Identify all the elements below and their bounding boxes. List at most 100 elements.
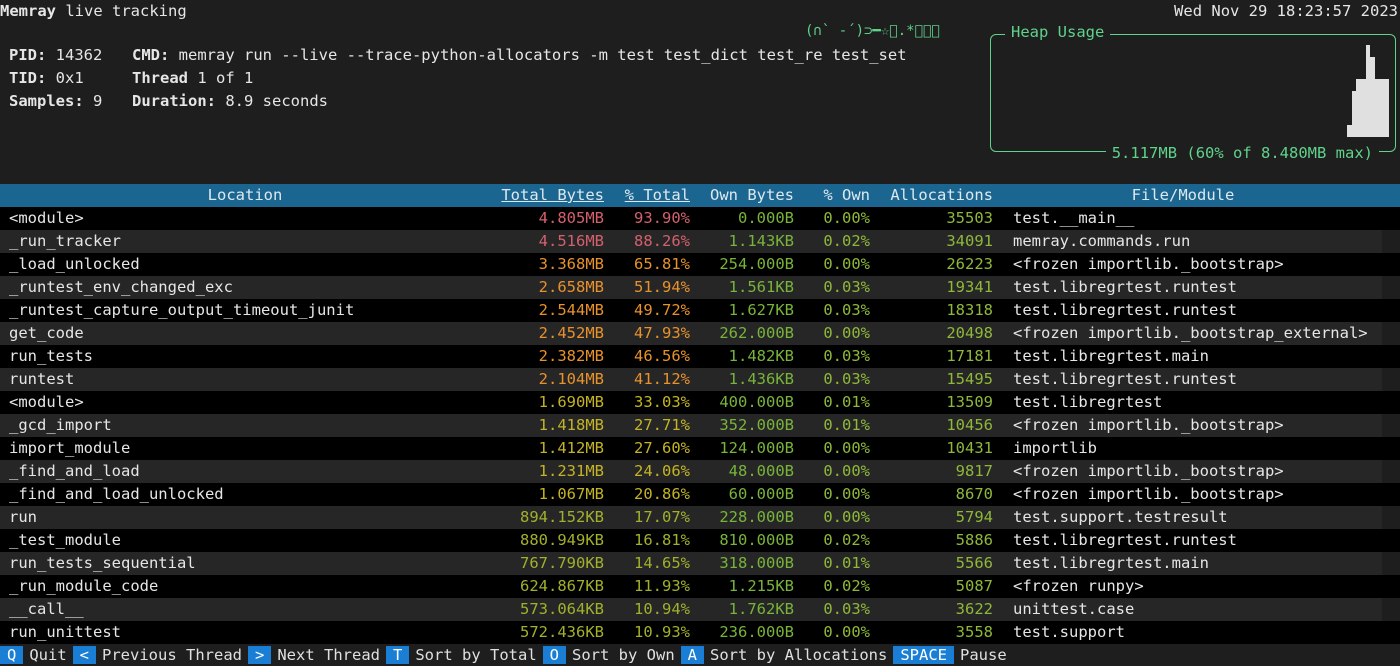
- table-row[interactable]: run_tests_sequential 767.790KB 14.65% 318.0…: [0, 552, 1382, 575]
- cell-location: run_tests: [9, 347, 93, 365]
- table-row[interactable]: run_unittest 572.436KB 10.93% 236.000B 0.00%…: [0, 621, 1400, 644]
- key-badge[interactable]: Q: [0, 646, 24, 664]
- keybinding-sort-by-own[interactable]: O Sort by Own: [542, 644, 681, 666]
- key-badge[interactable]: T: [386, 646, 410, 664]
- table-header: Location Total Bytes % Total Own Bytes %…: [0, 184, 1400, 207]
- table-row[interactable]: _run_tracker 4.516MB 88.26% 1.143KB 0.02% 340…: [0, 230, 1382, 253]
- cell-own-bytes: 236.000B: [719, 623, 794, 641]
- samples-value: 9: [83, 92, 103, 110]
- thread-label: Thread: [132, 69, 188, 87]
- cell-location: import_module: [9, 439, 131, 457]
- cell-own-bytes: 254.000B: [719, 255, 794, 273]
- keybinding-quit[interactable]: Q Quit: [0, 644, 73, 666]
- cell-percent-total: 14.65%: [634, 554, 690, 572]
- table-row[interactable]: get_code 2.452MB 47.93% 262.000B 0.00% 20498 <…: [0, 322, 1382, 345]
- app-title: Memray live tracking: [0, 2, 187, 20]
- cell-file-module: test.support: [1013, 623, 1125, 641]
- duration-value: 8.9 seconds: [216, 92, 328, 110]
- thread-line: Thread 1 of 1: [132, 69, 253, 87]
- heap-bar: [1360, 79, 1366, 137]
- cell-percent-own: 0.03%: [823, 278, 870, 296]
- col-file-module[interactable]: File/Module: [1131, 186, 1235, 204]
- keybinding-sort-by-allocations[interactable]: A Sort by Allocations: [680, 644, 894, 666]
- keybinding-previous-thread[interactable]: < Previous Thread: [72, 644, 248, 666]
- table-row[interactable]: <module> 1.690MB 33.03% 400.000B 0.01% 13509 t…: [0, 391, 1400, 414]
- cell-file-module: test.libregrtest.runtest: [1013, 531, 1237, 549]
- cell-allocations: 10456: [946, 416, 993, 434]
- cmd-label: CMD:: [132, 46, 170, 64]
- cell-percent-own: 0.02%: [823, 531, 870, 549]
- cell-own-bytes: 1.215KB: [728, 577, 794, 595]
- tid-line: TID: 0x1: [9, 69, 84, 87]
- cell-percent-own: 0.03%: [823, 347, 870, 365]
- key-badge[interactable]: A: [680, 646, 705, 664]
- table-row[interactable]: __call__ 573.064KB 10.94% 1.762KB 0.03% 3622 u…: [0, 598, 1382, 621]
- cell-file-module: unittest.case: [1013, 600, 1135, 618]
- cell-own-bytes: 1.762KB: [728, 600, 794, 618]
- cell-allocations: 35503: [946, 209, 993, 227]
- key-badge[interactable]: O: [542, 646, 567, 664]
- cell-percent-own: 0.00%: [823, 324, 870, 342]
- cell-percent-own: 0.01%: [823, 393, 870, 411]
- key-label: Pause: [960, 646, 1007, 664]
- keybinding-sort-by-total[interactable]: T Sort by Total: [386, 644, 543, 666]
- heap-usage-graph: [1346, 45, 1389, 137]
- col-allocations[interactable]: Allocations: [890, 186, 993, 204]
- cell-percent-own: 0.02%: [823, 232, 870, 250]
- table-row[interactable]: _run_module_code 624.867KB 11.93% 1.215KB 0.…: [0, 575, 1400, 598]
- col-location[interactable]: Location: [207, 186, 283, 204]
- key-badge[interactable]: <: [72, 646, 97, 664]
- table-row[interactable]: import_module 1.412MB 27.60% 124.000B 0.00% 1…: [0, 437, 1400, 460]
- cell-percent-own: 0.00%: [823, 462, 870, 480]
- table-row[interactable]: _gcd_import 1.418MB 27.71% 352.000B 0.01% 104…: [0, 414, 1382, 437]
- cell-percent-total: 27.71%: [634, 416, 690, 434]
- cell-allocations: 8670: [955, 485, 993, 503]
- cell-percent-own: 0.00%: [823, 508, 870, 526]
- cell-file-module: test.libregrtest: [1013, 393, 1163, 411]
- cell-location: run_unittest: [9, 623, 121, 641]
- cell-percent-own: 0.00%: [823, 623, 870, 641]
- cell-percent-total: 46.56%: [634, 347, 690, 365]
- cell-location: _run_tracker: [9, 232, 121, 250]
- cell-total-bytes: 1.418MB: [538, 416, 604, 434]
- table-row[interactable]: _find_and_load 1.231MB 24.06% 48.000B 0.00% 9…: [0, 460, 1382, 483]
- keybinding-next-thread[interactable]: > Next Thread: [248, 644, 386, 666]
- col-percent-own[interactable]: % Own: [823, 186, 870, 204]
- cell-percent-total: 47.93%: [634, 324, 690, 342]
- cell-percent-total: 10.93%: [634, 623, 690, 641]
- cell-total-bytes: 4.805MB: [538, 209, 604, 227]
- allocations-table: Location Total Bytes % Total Own Bytes %…: [0, 184, 1400, 644]
- cell-percent-total: 65.81%: [634, 255, 690, 273]
- table-row[interactable]: <module> 4.805MB 93.90% 0.000B 0.00% 35503 tes…: [0, 207, 1400, 230]
- keybinding-pause[interactable]: SPACE Pause: [893, 644, 1012, 666]
- col-total-bytes[interactable]: Total Bytes: [501, 186, 604, 204]
- cell-percent-own: 0.00%: [823, 439, 870, 457]
- thread-value: 1 of 1: [188, 69, 254, 87]
- table-row[interactable]: _test_module 880.949KB 16.81% 810.000B 0.02%…: [0, 529, 1400, 552]
- cell-file-module: <frozen importlib._bootstrap_external>: [1013, 324, 1368, 342]
- key-badge[interactable]: >: [248, 646, 272, 664]
- cell-own-bytes: 810.000B: [719, 531, 794, 549]
- table-row[interactable]: _runtest_capture_output_timeout_junit 2.5…: [0, 299, 1400, 322]
- cell-total-bytes: 2.544MB: [538, 301, 604, 319]
- key-label: Quit: [29, 646, 67, 664]
- cell-allocations: 17181: [946, 347, 993, 365]
- cell-percent-own: 0.02%: [823, 577, 870, 595]
- table-row[interactable]: _runtest_env_changed_exc 2.658MB 51.94% 1.5…: [0, 276, 1382, 299]
- cell-own-bytes: 60.000B: [728, 485, 794, 503]
- heap-bar: [1379, 79, 1385, 137]
- col-percent-total[interactable]: % Total: [624, 186, 690, 204]
- table-row[interactable]: run_tests 2.382MB 46.56% 1.482KB 0.03% 17181 t…: [0, 345, 1400, 368]
- table-row[interactable]: _load_unlocked 3.368MB 65.81% 254.000B 0.00%…: [0, 253, 1400, 276]
- app-name: Memray: [0, 2, 56, 20]
- table-row[interactable]: runtest 2.104MB 41.12% 1.436KB 0.03% 15495 tes…: [0, 368, 1382, 391]
- cell-location: _runtest_env_changed_exc: [9, 278, 233, 296]
- key-badge[interactable]: SPACE: [893, 646, 954, 664]
- table-row[interactable]: run 894.152KB 17.07% 228.000B 0.00% 5794 test.…: [0, 506, 1382, 529]
- footer-keybindings: Q Quit < Previous Thread > Next Thread T Sort b…: [0, 644, 1013, 666]
- duration-label: Duration:: [132, 92, 216, 110]
- cell-file-module: memray.commands.run: [1013, 232, 1191, 250]
- cell-file-module: test.libregrtest.main: [1013, 554, 1209, 572]
- col-own-bytes[interactable]: Own Bytes: [710, 186, 794, 204]
- table-row[interactable]: _find_and_load_unlocked 1.067MB 20.86% 60.0…: [0, 483, 1400, 506]
